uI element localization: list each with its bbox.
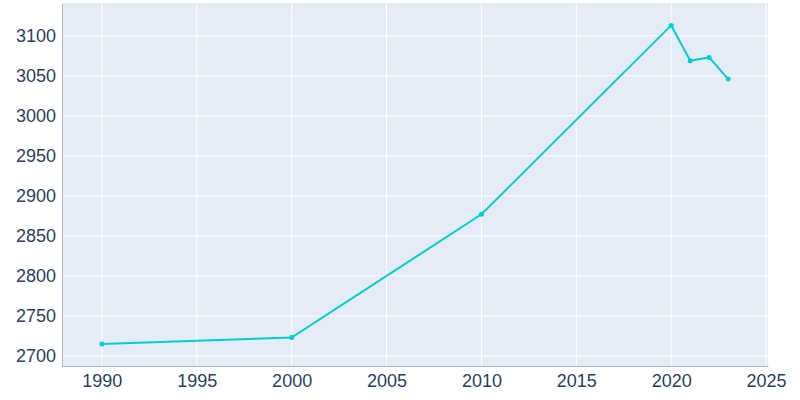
y-tick-label: 2900 [16,186,56,206]
x-tick: 2000 [272,366,312,391]
x-tick: 2005 [367,366,407,391]
y-grid-line [62,155,768,156]
x-grid-line [576,3,577,366]
point [726,77,731,82]
series [99,23,730,347]
point [479,212,484,217]
y-tick: 2750 [16,306,62,326]
plot: 1990 1995 2000 2005 2010 2015 2020 2025 2700 2750… [16,3,787,391]
y-tick-label: 2800 [16,266,56,286]
plot-background [62,3,768,366]
point [289,335,294,340]
x-grid-line [101,3,102,366]
y-grid-line [62,75,768,76]
y-tick-label: 3050 [16,66,56,86]
x-grid-line [671,3,672,366]
x-grid-line [386,3,387,366]
y-tick-label: 3100 [16,26,56,46]
grid [62,3,768,366]
x-tick-label: 2010 [462,371,502,391]
y-grid-line [62,235,768,236]
point [669,23,674,28]
x-grid-line [291,3,292,366]
x-axis: 1990 1995 2000 2005 2010 2015 2020 2025 [63,366,787,391]
x-tick-label: 2000 [272,371,312,391]
x-tick: 2015 [557,366,597,391]
y-grid-line [62,315,768,316]
x-tick-label: 2005 [367,371,407,391]
y-axis-line [62,4,63,367]
y-grid-line [62,355,768,356]
y-grid-line [62,275,768,276]
x-axis-line [63,366,769,367]
x-tick-label: 1990 [82,371,122,391]
y-tick: 2900 [16,186,62,206]
point [688,58,693,63]
y-tick-label: 2700 [16,346,56,366]
line [102,25,728,344]
y-tick: 3100 [16,26,62,46]
point [707,55,712,60]
y-tick: 2700 [16,346,62,366]
y-axis: 2700 2750 2800 2850 2900 2950 3000 3050 3100 [16,4,63,367]
y-tick: 3000 [16,106,62,126]
x-tick: 2010 [462,366,502,391]
x-tick-label: 2020 [652,371,692,391]
y-tick: 2850 [16,226,62,246]
x-tick: 2025 [747,366,787,391]
x-tick: 1990 [82,366,122,391]
y-tick: 3050 [16,66,62,86]
y-grid-line [62,115,768,116]
x-tick-label: 2025 [747,371,787,391]
y-grid-line [62,195,768,196]
y-tick: 2950 [16,146,62,166]
point [99,341,104,346]
y-tick-label: 2750 [16,306,56,326]
y-tick-label: 2850 [16,226,56,246]
x-tick: 1995 [177,366,217,391]
x-grid-line [481,3,482,366]
y-tick: 2800 [16,266,62,286]
x-tick-label: 2015 [557,371,597,391]
x-tick: 2020 [652,366,692,391]
y-tick-label: 3000 [16,106,56,126]
y-tick-label: 2950 [16,146,56,166]
x-grid-line [766,3,767,366]
x-grid-line [196,3,197,366]
x-tick-label: 1995 [177,371,217,391]
chart: 1990 1995 2000 2005 2010 2015 2020 2025 2700 2750… [0,0,800,400]
